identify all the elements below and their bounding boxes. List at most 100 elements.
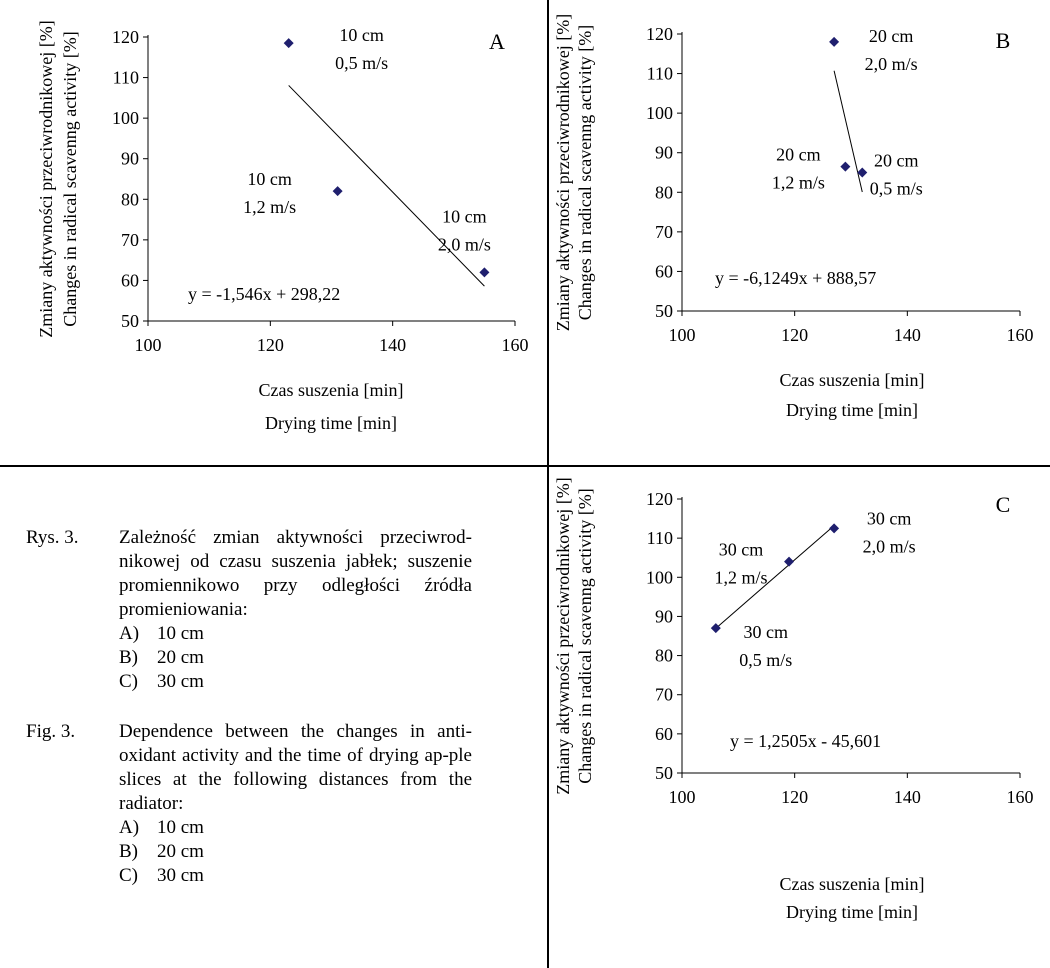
caption-pl-number: Rys. 3. — [26, 527, 79, 548]
y-tick-label: 70 — [655, 222, 673, 242]
y-tick-label: 110 — [647, 64, 673, 84]
x-axis-title-en: Drying time [min] — [786, 400, 918, 420]
caption-item: B) 20 cm — [119, 840, 472, 864]
caption-item: A) 10 cm — [119, 816, 472, 840]
caption-item-value: 20 cm — [157, 647, 204, 668]
x-axis-title-en: Drying time [min] — [786, 902, 918, 922]
chart-panel-b: 50 60 70 80 90 100 110 120 100 120 140 160 Czas susz… — [553, 14, 1034, 420]
data-point — [840, 161, 851, 172]
y-axis-title-en: Changes in radical scavenng activity [%] — [60, 31, 80, 326]
y-tick-label: 110 — [113, 68, 139, 88]
data-point — [332, 186, 343, 197]
trendline-equation: y = 1,2505x - 45,601 — [730, 731, 881, 751]
y-tick-label: 120 — [112, 27, 139, 47]
x-tick-label: 160 — [502, 335, 529, 355]
caption-pl-text: Zależność zmian aktywności przeciwrod-ni… — [119, 527, 472, 620]
caption-item-value: 30 cm — [157, 671, 204, 692]
y-tick-label: 100 — [646, 567, 673, 587]
caption-item-value: 10 cm — [157, 817, 204, 838]
x-tick-label: 140 — [894, 787, 921, 807]
caption-en-text: Dependence between the changes in anti-o… — [119, 721, 472, 814]
data-label: 30 cm — [744, 622, 789, 642]
data-point — [857, 167, 868, 178]
x-tick-label: 100 — [669, 325, 696, 345]
vertical-divider — [547, 0, 549, 968]
data-point — [829, 36, 840, 47]
data-label: 2,0 m/s — [865, 54, 918, 74]
y-tick-label: 120 — [646, 24, 673, 44]
y-axis-title-en: Changes in radical scavenng activity [%] — [575, 488, 595, 783]
trendline-equation: y = -6,1249x + 888,57 — [715, 268, 876, 288]
data-label: 0,5 m/s — [739, 650, 792, 670]
y-tick-label: 110 — [647, 528, 673, 548]
trendline — [288, 85, 485, 287]
chart-panel-a: 50 60 70 80 90 100 110 120 100 120 140 160 Czas susz… — [36, 20, 529, 433]
y-tick-label: 50 — [121, 311, 139, 331]
x-axis-title-en: Drying time [min] — [265, 413, 397, 433]
y-tick-label: 60 — [655, 724, 673, 744]
y-tick-label: 80 — [655, 182, 673, 202]
data-point — [829, 523, 840, 534]
chart-panel-c: 50 60 70 80 90 100 110 120 100 120 140 160 Czas susz… — [553, 477, 1034, 922]
data-point — [283, 38, 294, 49]
y-tick-label: 90 — [655, 143, 673, 163]
trendline — [715, 525, 835, 629]
caption-en-items: A) 10 cm B) 20 cm C) 30 cm — [119, 816, 472, 888]
x-tick-label: 100 — [669, 787, 696, 807]
y-axis-title-pl: Zmiany aktywności przeciwrodnikowej [%] — [36, 20, 56, 337]
panel-letter: A — [489, 29, 505, 54]
trendline-equation: y = -1,546x + 298,22 — [188, 284, 340, 304]
y-axis-title-pl: Zmiany aktywności przeciwrodnikowej [%] — [553, 14, 573, 331]
caption-item-value: 10 cm — [157, 623, 204, 644]
data-label: 20 cm — [869, 26, 914, 46]
x-tick-label: 160 — [1007, 325, 1034, 345]
y-tick-label: 80 — [121, 189, 139, 209]
horizontal-divider — [0, 465, 1050, 467]
data-label: 30 cm — [867, 508, 912, 528]
data-label: 0,5 m/s — [870, 179, 923, 199]
caption-item-key: A) — [119, 623, 140, 644]
y-tick-label: 50 — [655, 301, 673, 321]
data-point — [784, 556, 795, 567]
caption-item: C) 30 cm — [119, 864, 472, 888]
x-tick-label: 140 — [894, 325, 921, 345]
y-tick-label: 120 — [646, 489, 673, 509]
y-tick-label: 50 — [655, 763, 673, 783]
data-label: 2,0 m/s — [438, 234, 491, 254]
y-axis-title-pl: Zmiany aktywności przeciwrodnikowej [%] — [553, 477, 573, 794]
caption-item: C) 30 cm — [119, 670, 472, 694]
data-point — [710, 623, 721, 634]
y-tick-label: 90 — [121, 149, 139, 169]
caption-item: A) 10 cm — [119, 622, 472, 646]
data-label: 10 cm — [442, 206, 487, 226]
caption-item-key: A) — [119, 817, 140, 838]
x-tick-label: 100 — [135, 335, 162, 355]
caption-pl-items: A) 10 cm B) 20 cm C) 30 cm — [119, 622, 472, 694]
y-tick-label: 70 — [121, 230, 139, 250]
caption-item-key: B) — [119, 841, 138, 862]
y-axis-title-en: Changes in radical scavenng activity [%] — [575, 25, 595, 320]
data-label: 0,5 m/s — [335, 53, 388, 73]
caption-item: B) 20 cm — [119, 646, 472, 670]
x-tick-label: 140 — [379, 335, 406, 355]
caption-english: Fig. 3. Dependence between the changes i… — [26, 720, 476, 888]
data-label: 10 cm — [339, 25, 384, 45]
data-label: 2,0 m/s — [863, 536, 916, 556]
y-tick-label: 100 — [112, 108, 139, 128]
panel-letter: C — [996, 492, 1011, 517]
caption-item-value: 20 cm — [157, 841, 204, 862]
x-axis-title-pl: Czas suszenia [min] — [780, 874, 925, 894]
data-label: 10 cm — [247, 169, 292, 189]
trendline — [833, 70, 863, 193]
data-label: 20 cm — [874, 151, 919, 171]
panel-letter: B — [996, 28, 1011, 53]
figure-caption: Rys. 3. Zależność zmian aktywności przec… — [26, 526, 476, 888]
data-point — [479, 267, 490, 278]
x-axis-title-pl: Czas suszenia [min] — [259, 380, 404, 400]
x-tick-label: 160 — [1007, 787, 1034, 807]
caption-en-number: Fig. 3. — [26, 721, 76, 742]
caption-polish: Rys. 3. Zależność zmian aktywności przec… — [26, 526, 476, 694]
data-label: 1,2 m/s — [715, 568, 768, 588]
x-tick-label: 120 — [257, 335, 284, 355]
y-tick-label: 70 — [655, 685, 673, 705]
